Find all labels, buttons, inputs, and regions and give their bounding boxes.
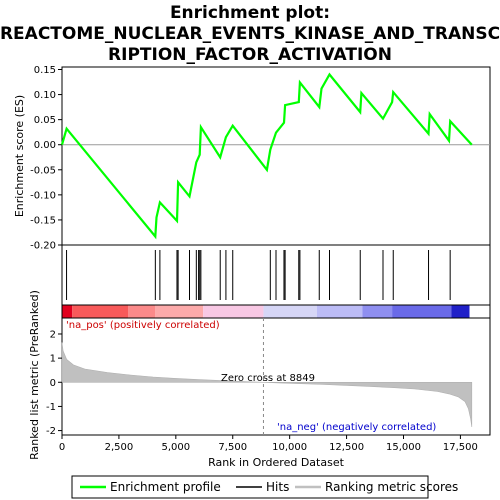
x-tick-label: 12,500 (329, 442, 364, 453)
colorbar-segment (392, 305, 452, 318)
colorbar-segment (469, 305, 472, 318)
bottom-ytick-label: -1 (46, 402, 56, 413)
ranking-metric-area (61, 342, 473, 428)
zero-cross-label: Zero cross at 8849 (221, 373, 315, 384)
colorbar-segment (451, 305, 470, 318)
bottom-ytick-label: 2 (50, 329, 56, 340)
legend-metric-label: Ranking metric scores (325, 480, 458, 494)
top-ytick-label: -0.05 (30, 165, 56, 176)
chart-title-line-3: RIPTION_FACTOR_ACTIVATION (108, 45, 392, 65)
x-tick-label: 7,500 (218, 442, 247, 453)
top-ytick-label: -0.10 (30, 190, 56, 201)
x-tick-label: 15,000 (386, 442, 421, 453)
bottom-ytick-label: 1 (50, 354, 56, 365)
colorbar-segment (72, 305, 129, 318)
x-tick-label: 10,000 (272, 442, 307, 453)
top-ytick-label: -0.15 (30, 215, 56, 226)
ranked-metric-colorbar (61, 304, 491, 319)
top-ytick-label: 0.10 (34, 90, 56, 101)
bottom-ytick-label: 0 (50, 378, 56, 389)
chart-title-line-2: REACTOME_NUCLEAR_EVENTS_KINASE_AND_TRANS… (0, 24, 500, 44)
x-axis-label: Rank in Ordered Dataset (208, 456, 345, 469)
colorbar-segment (128, 305, 156, 318)
legend-enrichment-label: Enrichment profile (110, 480, 221, 494)
x-tick-label: 5,000 (162, 442, 191, 453)
top-panel-frame (61, 66, 491, 246)
x-tick-label: 2,500 (105, 442, 134, 453)
hits-panel (61, 244, 491, 306)
top-ytick-label: -0.20 (30, 241, 56, 252)
x-tick-label: 0 (59, 442, 65, 453)
colorbar-segment (155, 305, 204, 318)
chart-title-line-1: Enrichment plot: (170, 3, 330, 23)
bottom-ytick-label: -2 (46, 426, 56, 437)
colorbar-segment (62, 305, 73, 318)
top-ytick-label: 0.00 (34, 140, 56, 151)
enrichment-score-panel: 0.15 0.10 0.05 0.00 -0.05 -0.10 -0.15 -0.20 (30, 65, 491, 252)
legend-hits-label: Hits (266, 480, 289, 494)
enrichment-profile-line (60, 72, 473, 240)
ranked-list-metric-panel: 2 1 0 -1 -2 'na_pos' (positively correlated)… (46, 304, 491, 437)
top-ytick-label: 0.15 (34, 65, 56, 76)
positive-correlation-label: 'na_pos' (positively correlated) (66, 320, 220, 331)
top-ylabel: Enrichment score (ES) (13, 95, 26, 217)
x-tick-label: 17,500 (443, 442, 478, 453)
top-ytick-label: 0.05 (34, 115, 56, 126)
colorbar-segment (362, 305, 393, 318)
negative-correlation-label: 'na_neg' (negatively correlated) (277, 422, 436, 433)
colorbar-segment (263, 305, 317, 318)
legend: Enrichment profile Hits Ranking metric s… (71, 475, 458, 499)
colorbar-segment (203, 305, 264, 318)
bottom-ylabel: Ranked list metric (PreRanked) (28, 290, 41, 460)
colorbar-segment (316, 305, 363, 318)
